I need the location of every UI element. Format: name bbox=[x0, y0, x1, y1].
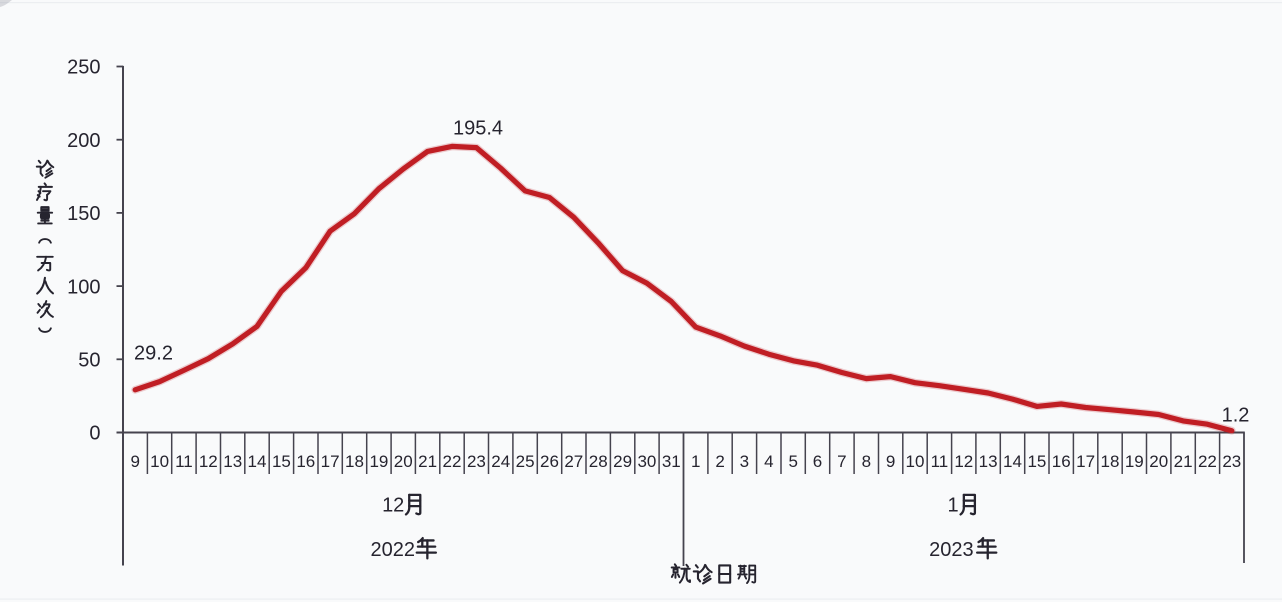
svg-text:21: 21 bbox=[418, 452, 437, 471]
svg-text:13: 13 bbox=[223, 452, 242, 471]
svg-text:15: 15 bbox=[1027, 452, 1046, 471]
svg-text:29.2: 29.2 bbox=[134, 343, 173, 365]
svg-text:20: 20 bbox=[394, 452, 413, 471]
svg-text:24: 24 bbox=[491, 452, 510, 471]
svg-text:28: 28 bbox=[589, 452, 608, 471]
svg-text:4: 4 bbox=[764, 452, 773, 471]
svg-text:200: 200 bbox=[67, 130, 100, 152]
svg-text:250: 250 bbox=[67, 57, 100, 79]
svg-text:22: 22 bbox=[443, 452, 462, 471]
svg-text:0: 0 bbox=[89, 423, 100, 445]
svg-text:7: 7 bbox=[837, 452, 846, 471]
svg-text:26: 26 bbox=[540, 452, 559, 471]
svg-text:100: 100 bbox=[67, 276, 100, 298]
svg-text:30: 30 bbox=[637, 452, 656, 471]
svg-text:20: 20 bbox=[1149, 452, 1168, 471]
svg-text:5: 5 bbox=[788, 452, 797, 471]
svg-text:10: 10 bbox=[150, 452, 169, 471]
svg-text:19: 19 bbox=[369, 452, 388, 471]
svg-text:9: 9 bbox=[130, 452, 139, 471]
svg-text:11: 11 bbox=[931, 452, 949, 471]
svg-text:29: 29 bbox=[613, 452, 632, 471]
svg-text:2022: 2022 bbox=[371, 539, 416, 561]
svg-text:14: 14 bbox=[248, 452, 267, 471]
svg-text:195.4: 195.4 bbox=[453, 118, 503, 140]
svg-text:8: 8 bbox=[862, 452, 871, 471]
svg-text:6: 6 bbox=[813, 452, 822, 471]
svg-text:150: 150 bbox=[67, 203, 100, 225]
svg-text:16: 16 bbox=[1052, 452, 1071, 471]
svg-text:27: 27 bbox=[564, 452, 583, 471]
svg-text:18: 18 bbox=[1101, 452, 1120, 471]
svg-text:17: 17 bbox=[321, 452, 340, 471]
svg-text:17: 17 bbox=[1076, 452, 1095, 471]
svg-text:13: 13 bbox=[979, 452, 998, 471]
svg-text:31: 31 bbox=[662, 452, 681, 471]
svg-text:1: 1 bbox=[691, 452, 700, 471]
svg-text:11: 11 bbox=[175, 452, 193, 471]
svg-text:2023: 2023 bbox=[929, 539, 974, 561]
svg-text:14: 14 bbox=[1003, 452, 1022, 471]
svg-text:2: 2 bbox=[715, 452, 724, 471]
svg-text:16: 16 bbox=[296, 452, 315, 471]
svg-text:12: 12 bbox=[199, 452, 218, 471]
svg-text:12: 12 bbox=[382, 495, 404, 517]
svg-text:50: 50 bbox=[78, 350, 100, 372]
svg-text:23: 23 bbox=[1222, 452, 1241, 471]
svg-text:23: 23 bbox=[467, 452, 486, 471]
svg-text:9: 9 bbox=[886, 452, 895, 471]
svg-text:18: 18 bbox=[345, 452, 364, 471]
svg-text:25: 25 bbox=[516, 452, 535, 471]
svg-text:15: 15 bbox=[272, 452, 291, 471]
svg-text:21: 21 bbox=[1174, 452, 1193, 471]
svg-text:19: 19 bbox=[1125, 452, 1144, 471]
svg-text:12: 12 bbox=[954, 452, 973, 471]
svg-text:1.2: 1.2 bbox=[1222, 405, 1250, 427]
svg-text:10: 10 bbox=[906, 452, 925, 471]
svg-text:22: 22 bbox=[1198, 452, 1217, 471]
svg-text:1: 1 bbox=[947, 495, 958, 517]
svg-text:3: 3 bbox=[740, 452, 749, 471]
